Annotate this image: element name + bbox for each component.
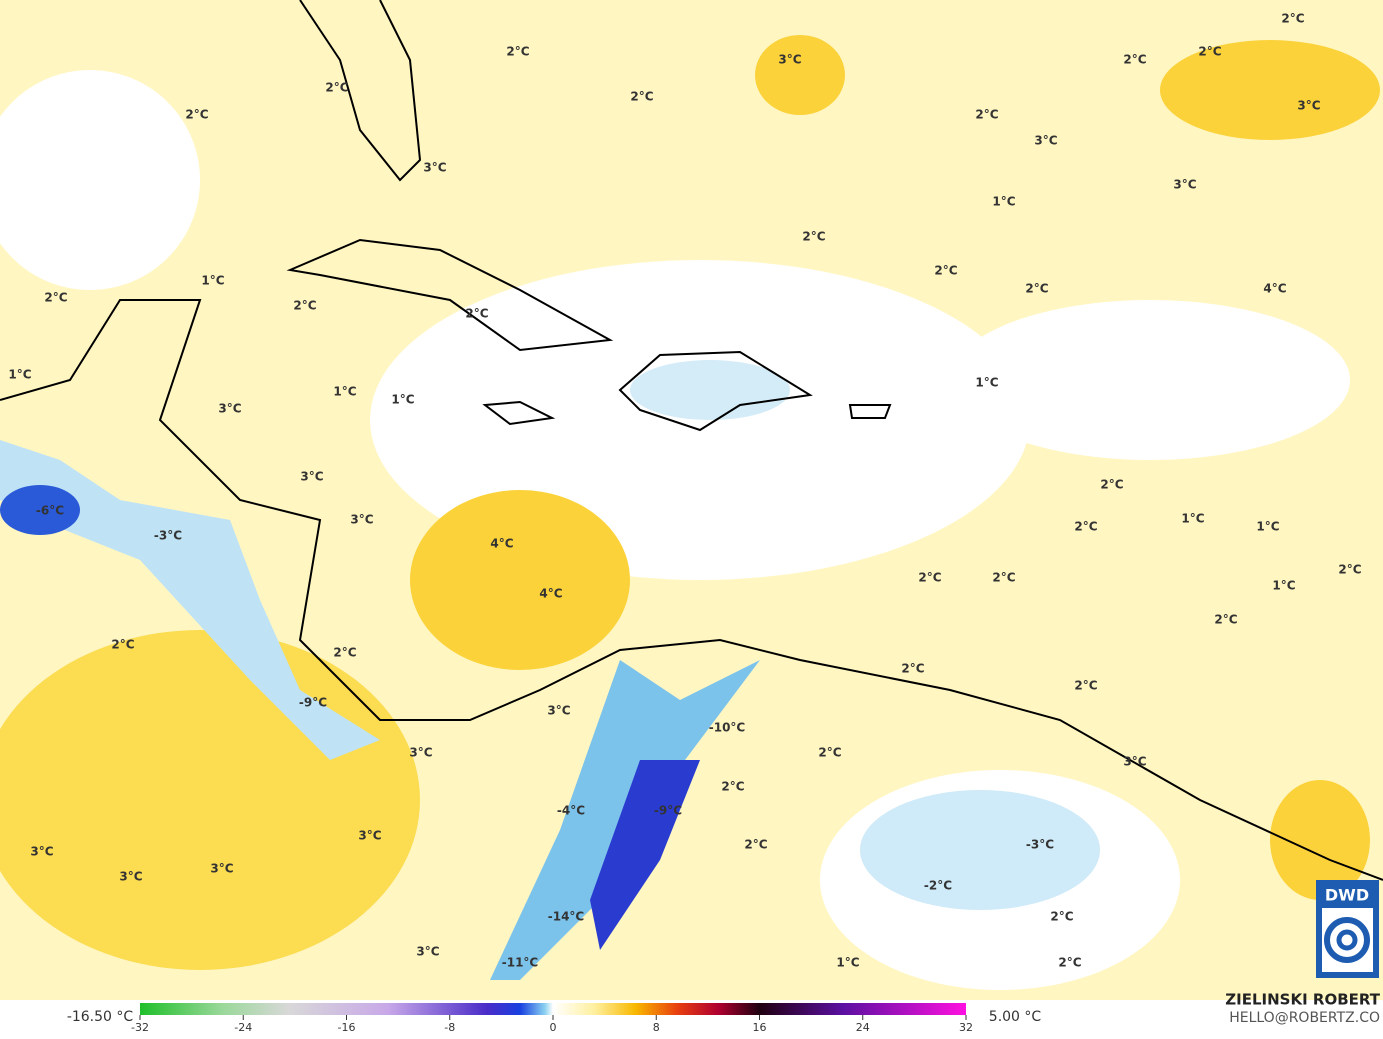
- temperature-label: 2°C: [1050, 910, 1073, 924]
- temperature-label: 2°C: [1123, 53, 1146, 67]
- temperature-label: 1°C: [975, 376, 998, 390]
- temperature-label: 1°C: [992, 195, 1015, 209]
- colorbar: [140, 1003, 966, 1015]
- temperature-label: 3°C: [1173, 178, 1196, 192]
- temperature-label: -6°C: [36, 504, 64, 518]
- temperature-label: 3°C: [1297, 99, 1320, 113]
- temperature-label: 2°C: [802, 230, 825, 244]
- temperature-label: 4°C: [490, 537, 513, 551]
- colorbar-tick-label: 24: [856, 1021, 870, 1034]
- temperature-label: 3°C: [423, 161, 446, 175]
- temperature-label: 3°C: [358, 829, 381, 843]
- temperature-label: -14°C: [548, 910, 585, 924]
- colorbar-tick-label: 8: [653, 1021, 660, 1034]
- temperature-label: 2°C: [293, 299, 316, 313]
- temperature-label: 2°C: [1338, 563, 1361, 577]
- temperature-label: 2°C: [721, 780, 744, 794]
- logo-text: DWD: [1325, 886, 1369, 905]
- temperature-label: 3°C: [30, 845, 53, 859]
- temperature-label: 4°C: [1263, 282, 1286, 296]
- temperature-label: 1°C: [1181, 512, 1204, 526]
- temperature-label: 2°C: [975, 108, 998, 122]
- temperature-label: 3°C: [210, 862, 233, 876]
- map-labels: 2°C 3°C 2°C 2°C 2°C 2°C 2°C 3°C 2°C 2°C 3°C 3°C 3°C 1…: [8, 12, 1361, 970]
- temperature-label: 2°C: [992, 571, 1015, 585]
- colorbar-ticks: -32 -24 -16 -8 0 8 16 24 32: [131, 1015, 973, 1034]
- credit-contact: HELLO@ROBERTZ.CO: [1229, 1010, 1380, 1026]
- temperature-label: 2°C: [333, 646, 356, 660]
- temperature-label: 1°C: [201, 274, 224, 288]
- temperature-label: 2°C: [1058, 956, 1081, 970]
- temperature-label: 2°C: [185, 108, 208, 122]
- dwd-logo: DWD: [1316, 880, 1379, 978]
- credit-name: ZIELINSKI ROBERT: [1225, 991, 1380, 1009]
- temperature-label: 3°C: [350, 513, 373, 527]
- temperature-label: -4°C: [557, 804, 585, 818]
- temperature-label: -11°C: [502, 956, 539, 970]
- colorbar-max: 5.00 °C: [989, 1009, 1042, 1025]
- temperature-label: 3°C: [1034, 134, 1057, 148]
- temperature-label: 4°C: [539, 587, 562, 601]
- temperature-label: 3°C: [778, 53, 801, 67]
- temperature-label: 3°C: [119, 870, 142, 884]
- temperature-label: 2°C: [1281, 12, 1304, 26]
- temperature-label: 2°C: [506, 45, 529, 59]
- temperature-label: -9°C: [299, 696, 327, 710]
- temperature-label: 3°C: [218, 402, 241, 416]
- colorbar-tick-label: 16: [753, 1021, 767, 1034]
- temperature-label: 2°C: [934, 264, 957, 278]
- temperature-label: 3°C: [300, 470, 323, 484]
- temperature-label: 1°C: [333, 385, 356, 399]
- temperature-label: 2°C: [465, 307, 488, 321]
- temperature-label: 1°C: [391, 393, 414, 407]
- temperature-label: -3°C: [1026, 838, 1054, 852]
- temperature-label: 2°C: [1214, 613, 1237, 627]
- colorbar-min: -16.50 °C: [67, 1009, 134, 1025]
- colorbar-tick-label: 32: [959, 1021, 973, 1034]
- temperature-label: 2°C: [325, 81, 348, 95]
- temperature-label: 2°C: [918, 571, 941, 585]
- colorbar-tick-label: -16: [338, 1021, 356, 1034]
- map: [0, 0, 1383, 1000]
- temperature-label: 2°C: [1025, 282, 1048, 296]
- temperature-label: 1°C: [1256, 520, 1279, 534]
- colorbar-tick-label: -24: [234, 1021, 252, 1034]
- temperature-label: 3°C: [547, 704, 570, 718]
- temperature-label: -9°C: [654, 804, 682, 818]
- colorbar-tick-label: -32: [131, 1021, 149, 1034]
- temperature-label: 2°C: [1198, 45, 1221, 59]
- temperature-label: 1°C: [1272, 579, 1295, 593]
- temperature-label: 1°C: [8, 368, 31, 382]
- temperature-label: 2°C: [818, 746, 841, 760]
- temperature-label: -2°C: [924, 879, 952, 893]
- temperature-label: 2°C: [111, 638, 134, 652]
- colorbar-tick-label: 0: [550, 1021, 557, 1034]
- temperature-label: 2°C: [44, 291, 67, 305]
- temperature-label: 2°C: [1100, 478, 1123, 492]
- temperature-label: 2°C: [744, 838, 767, 852]
- temperature-label: 2°C: [1074, 679, 1097, 693]
- temperature-label: 3°C: [1123, 755, 1146, 769]
- temperature-label: -10°C: [709, 721, 746, 735]
- temperature-label: 3°C: [409, 746, 432, 760]
- temperature-label: 2°C: [630, 90, 653, 104]
- temperature-label: 2°C: [1074, 520, 1097, 534]
- temperature-label: 1°C: [836, 956, 859, 970]
- colorbar-tick-label: -8: [444, 1021, 455, 1034]
- temperature-label: -3°C: [154, 529, 182, 543]
- temperature-label: 2°C: [901, 662, 924, 676]
- temperature-label: 3°C: [416, 945, 439, 959]
